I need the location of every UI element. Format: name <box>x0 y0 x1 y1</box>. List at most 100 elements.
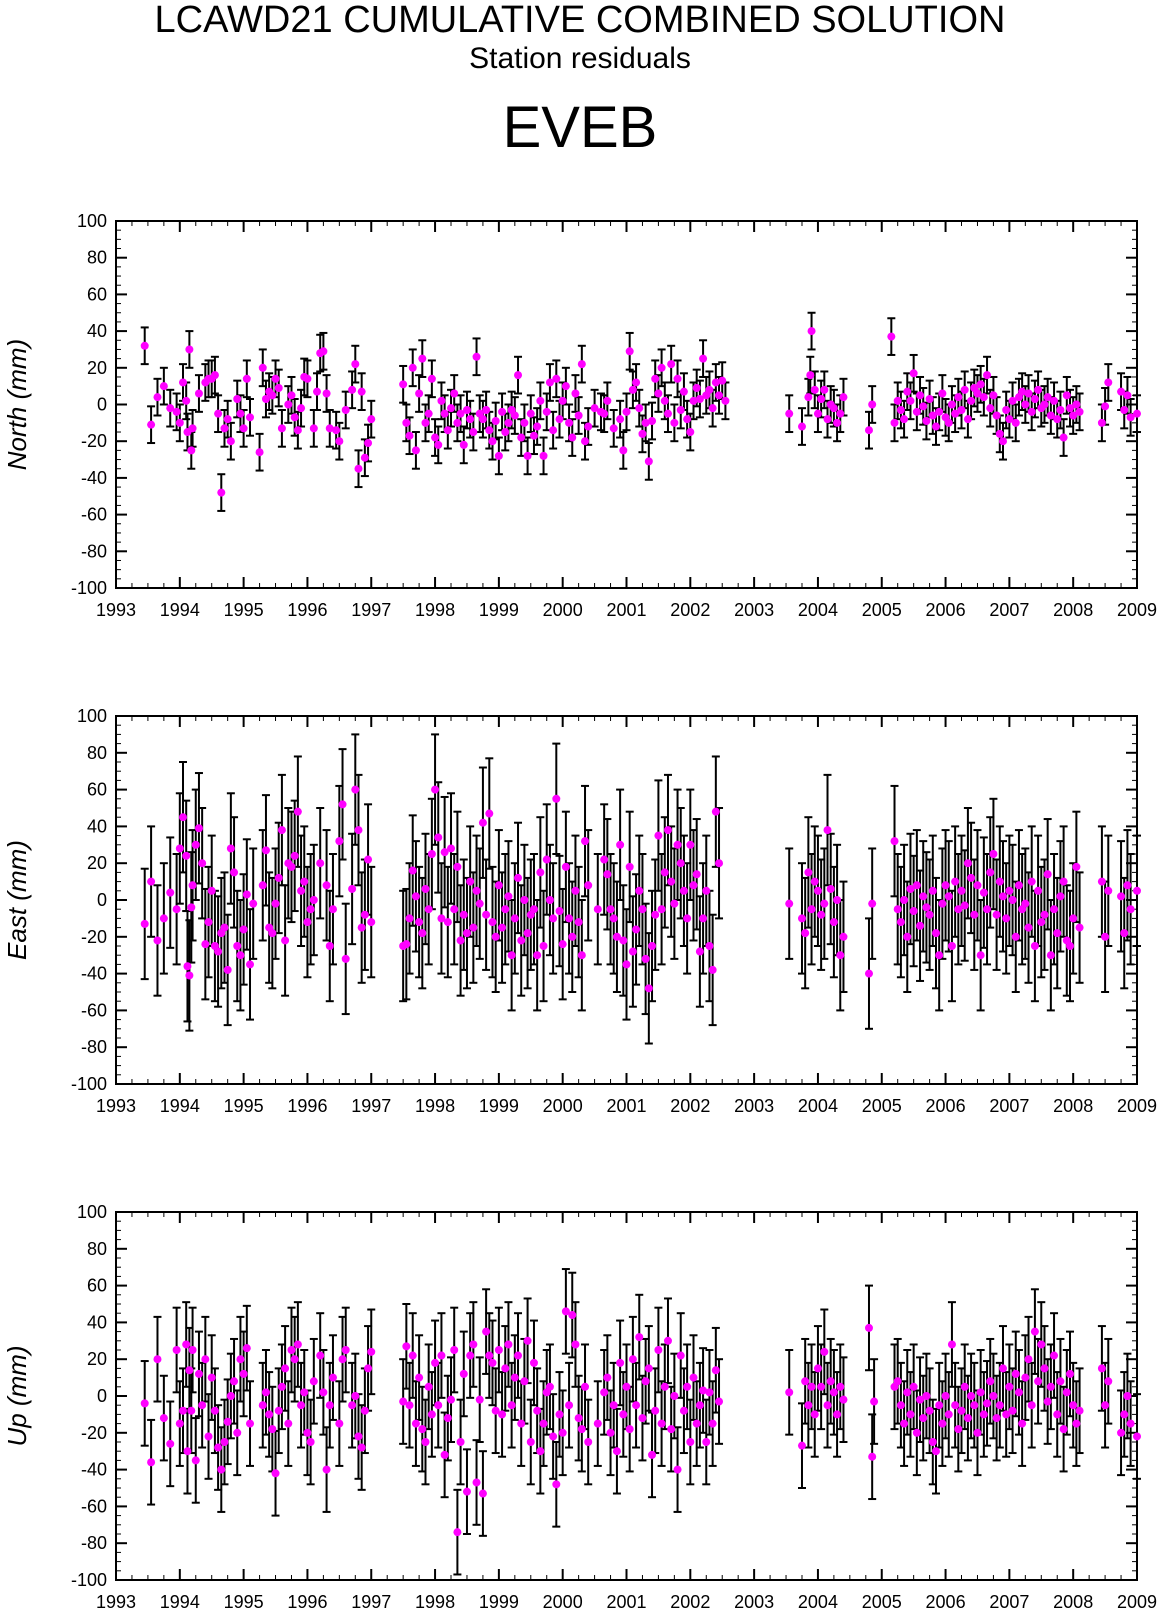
up-data-point <box>498 1410 507 1419</box>
north-data-point <box>1104 378 1113 387</box>
north-data-point <box>297 404 306 413</box>
up-data-point <box>833 1410 842 1419</box>
north-data-point <box>364 439 373 448</box>
east-x-tick-label: 1996 <box>287 1096 327 1116</box>
north-data-point <box>667 360 676 369</box>
east-data-point <box>651 910 660 919</box>
north-data-point <box>261 394 270 403</box>
up-data-point <box>210 1406 219 1415</box>
up-data-point <box>187 1406 196 1415</box>
north-data-point <box>657 363 666 372</box>
east-data-point <box>1021 899 1030 908</box>
up-data-point <box>226 1392 235 1400</box>
up-data-point <box>676 1351 685 1360</box>
east-data-point <box>692 870 701 879</box>
north-data-point <box>670 418 679 427</box>
north-data-point <box>1043 393 1052 402</box>
east-data-point <box>963 859 972 868</box>
up-data-point <box>864 1323 873 1332</box>
east-data-point <box>466 877 475 886</box>
north-data-point <box>242 374 251 383</box>
north-data-point <box>140 341 149 350</box>
up-data-point <box>625 1425 634 1434</box>
east-data-point <box>1014 881 1023 890</box>
east-data-point <box>185 971 194 980</box>
east-data-point <box>475 899 484 908</box>
north-data-point <box>903 387 912 396</box>
up-data-point <box>651 1406 660 1415</box>
up-data-point <box>357 1443 366 1452</box>
up-data-point <box>1069 1401 1078 1410</box>
north-data-point <box>820 385 829 394</box>
up-x-tick-label: 2001 <box>606 1592 646 1612</box>
east-data-point <box>1117 892 1126 901</box>
north-data-point <box>925 394 934 403</box>
north-data-point <box>973 389 982 398</box>
up-data-point <box>239 1369 248 1378</box>
east-data-point <box>236 951 245 960</box>
east-data-point <box>456 936 465 945</box>
east-data-point <box>431 785 440 794</box>
north-data-point <box>1002 406 1011 415</box>
north-data-point <box>590 404 599 413</box>
up-data-point <box>906 1410 915 1419</box>
east-data-point <box>549 914 558 923</box>
north-data-point <box>622 407 631 416</box>
east-data-point <box>440 848 449 857</box>
north-data-point <box>922 417 931 426</box>
up-data-point <box>632 1401 641 1410</box>
east-data-point <box>967 873 976 882</box>
east-data-point <box>434 833 443 842</box>
up-data-point <box>1040 1364 1049 1373</box>
up-data-point <box>555 1410 564 1419</box>
north-data-point <box>1030 394 1039 403</box>
east-data-point <box>986 868 995 877</box>
up-data-point <box>431 1358 440 1367</box>
up-data-point <box>919 1414 928 1423</box>
east-y-tick-label: -100 <box>71 1074 107 1094</box>
up-data-point <box>335 1419 344 1428</box>
east-data-point <box>584 881 593 890</box>
up-data-point <box>692 1419 701 1428</box>
up-data-point <box>922 1392 931 1400</box>
north-data-point <box>494 451 503 460</box>
east-data-point <box>571 886 580 895</box>
up-data-point <box>686 1438 695 1446</box>
east-data-point <box>520 896 529 904</box>
east-data-point <box>676 859 685 868</box>
up-x-tick-label: 2007 <box>989 1592 1029 1612</box>
east-data-point <box>172 905 181 914</box>
north-data-point <box>960 385 969 394</box>
east-data-point <box>230 868 239 877</box>
north-data-point <box>214 409 223 418</box>
up-y-tick-label: 20 <box>87 1349 107 1369</box>
up-data-point <box>182 1340 191 1349</box>
east-data-point <box>817 910 826 919</box>
north-data-point <box>182 396 191 405</box>
up-data-point <box>1043 1397 1052 1406</box>
east-y-tick-label: -40 <box>81 964 107 984</box>
north-data-point <box>536 396 545 405</box>
east-data-point <box>577 951 586 960</box>
east-data-point <box>187 903 196 912</box>
east-data-point <box>214 947 223 956</box>
north-data-point <box>839 393 848 402</box>
up-data-point <box>469 1340 478 1349</box>
up-data-point <box>147 1458 156 1467</box>
north-data-point <box>325 424 334 433</box>
up-data-point <box>328 1373 337 1382</box>
east-data-point <box>411 892 420 901</box>
north-data-point <box>447 404 456 413</box>
up-data-point <box>967 1392 976 1400</box>
east-data-point <box>443 918 452 927</box>
up-data-point <box>1117 1428 1126 1437</box>
up-data-point <box>695 1401 704 1410</box>
north-data-point <box>510 411 519 420</box>
up-data-point <box>466 1351 475 1360</box>
up-data-point <box>957 1406 966 1415</box>
north-data-point <box>864 426 873 435</box>
up-data-point <box>281 1364 290 1373</box>
up-data-point <box>951 1401 960 1410</box>
north-data-point <box>322 389 331 398</box>
east-data-point <box>494 881 503 890</box>
